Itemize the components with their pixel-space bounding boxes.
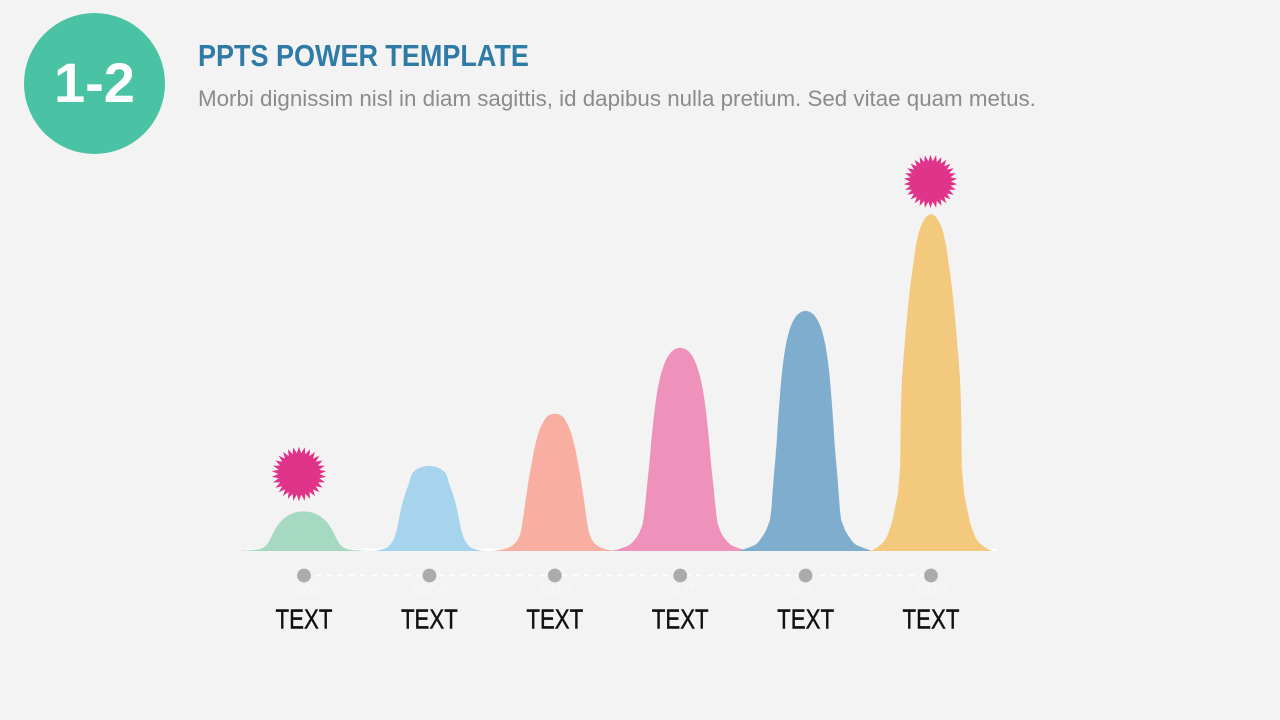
svg-text:2013: 2013 xyxy=(914,580,948,600)
svg-text:2009: 2009 xyxy=(412,580,446,600)
svg-text:2011: 2011 xyxy=(664,580,697,600)
svg-text:TEXT: TEXT xyxy=(276,604,333,635)
svg-text:TEXT: TEXT xyxy=(652,604,709,635)
svg-text:TEXT: TEXT xyxy=(401,604,458,635)
svg-text:TEXT: TEXT xyxy=(526,604,583,635)
svg-text:2012: 2012 xyxy=(788,580,822,600)
svg-text:2008: 2008 xyxy=(287,580,321,600)
svg-text:2010: 2010 xyxy=(538,580,572,600)
svg-text:TEXT: TEXT xyxy=(777,604,834,635)
svg-text:TEXT: TEXT xyxy=(903,604,960,635)
